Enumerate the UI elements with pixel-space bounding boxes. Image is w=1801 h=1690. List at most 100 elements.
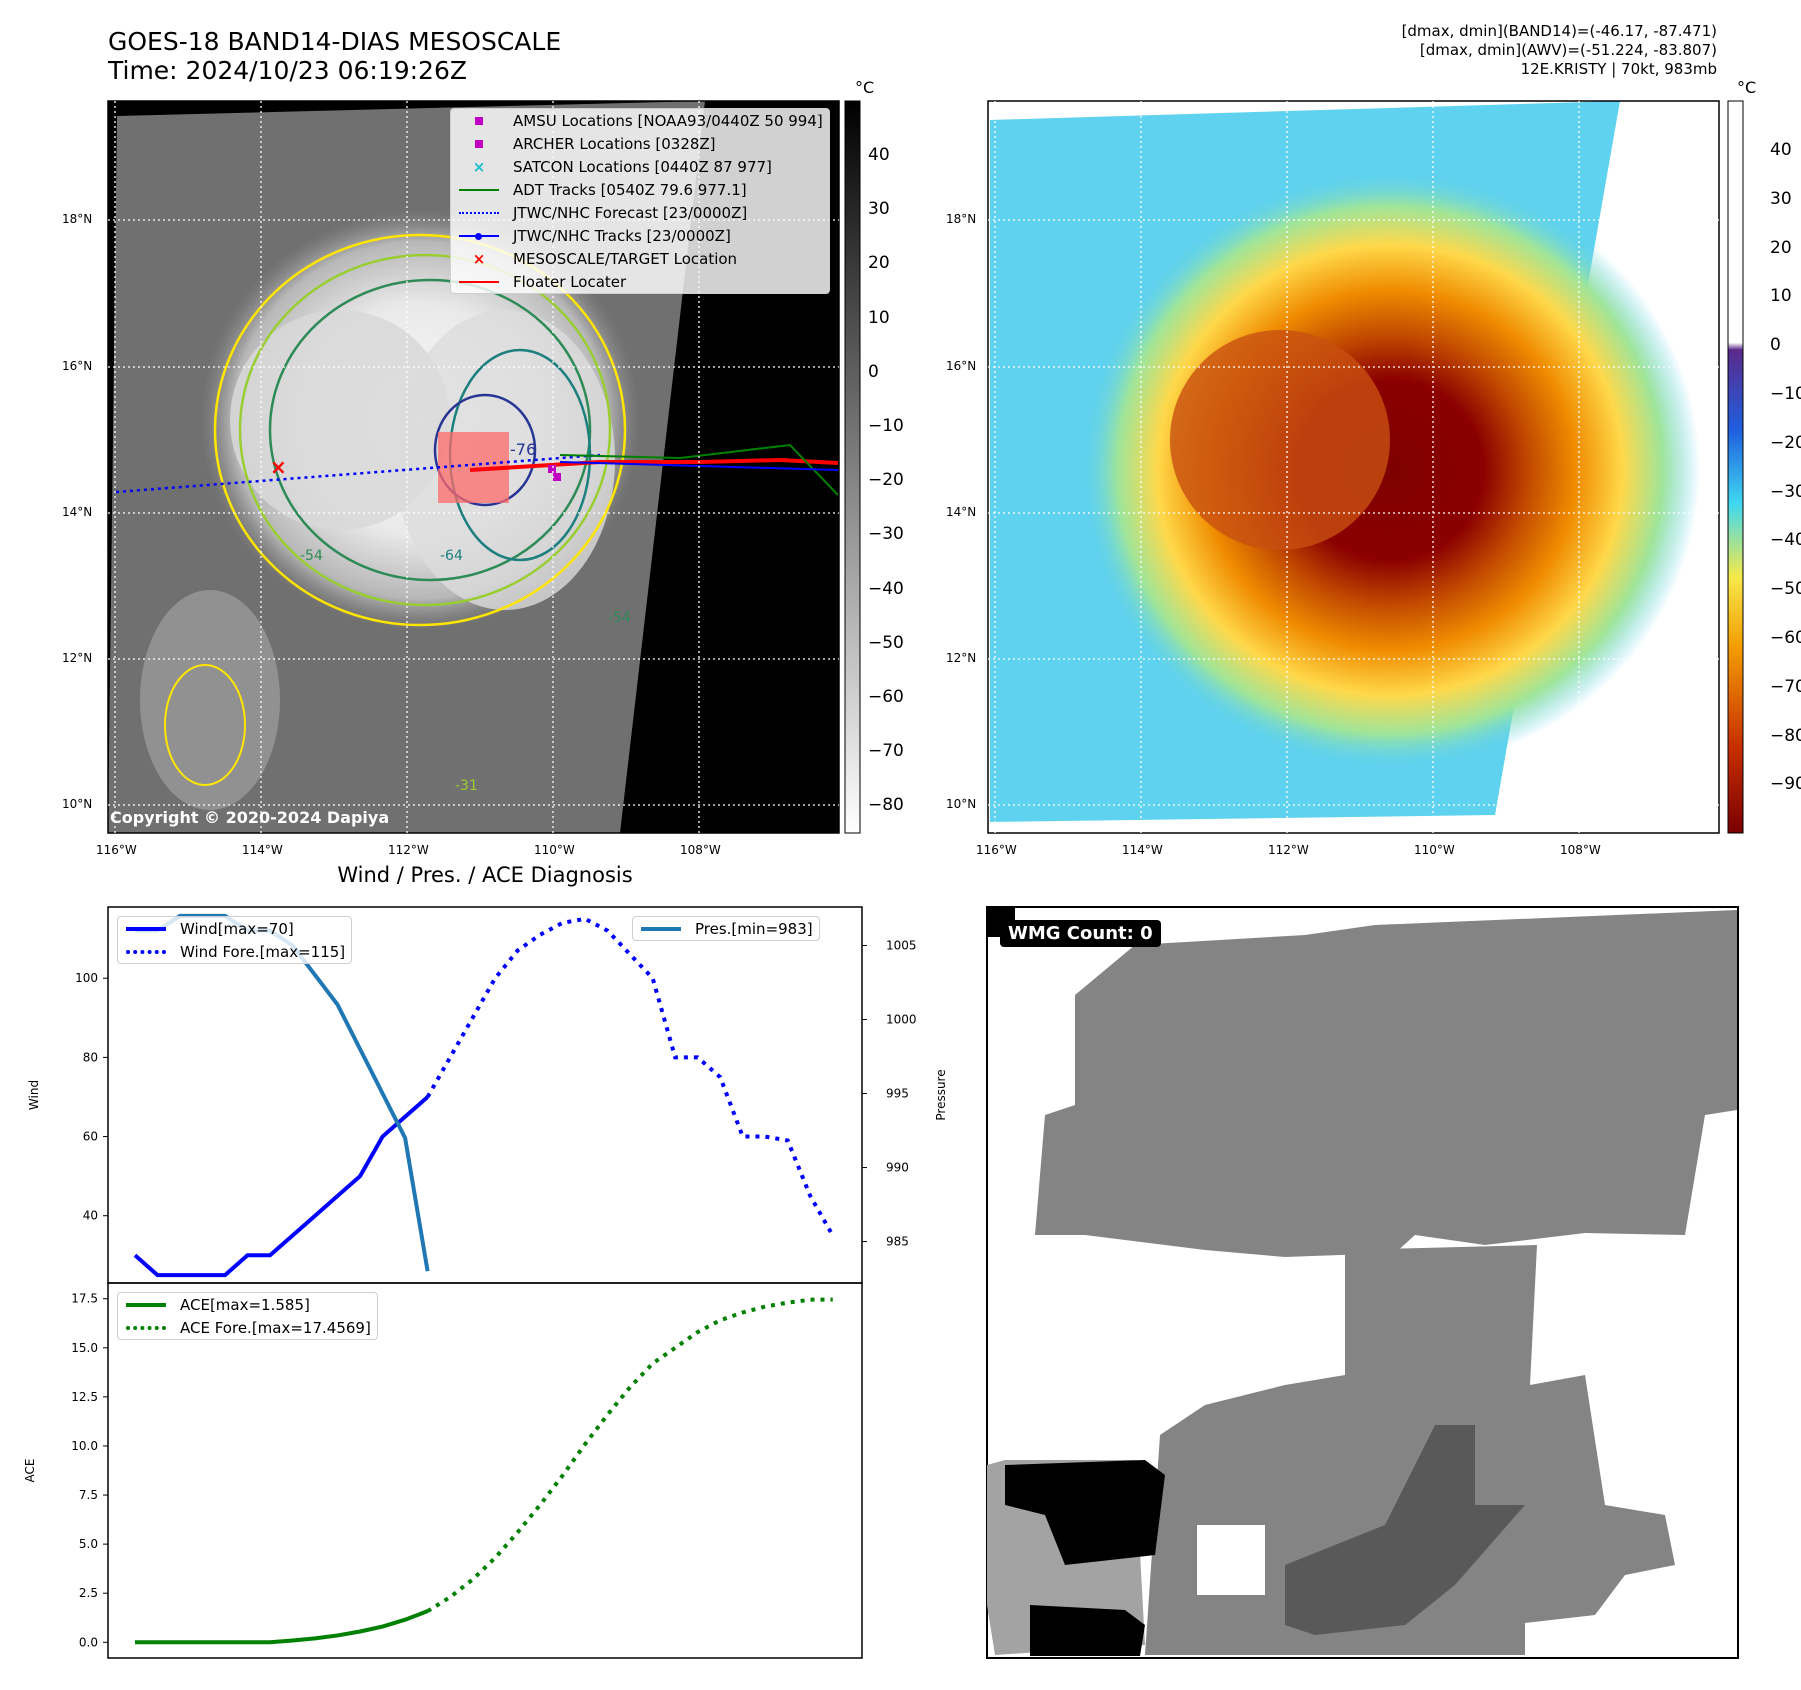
awv-cold-cloud-west — [1170, 330, 1390, 550]
legend-item-floater: Floater Locater — [451, 270, 829, 293]
ir-colorbar-tick: −10 — [868, 416, 904, 436]
wind-ytick: 80 — [83, 1050, 98, 1064]
awv-lat-tick-14: 14°N — [946, 505, 977, 519]
contour-label-54b: -54 — [608, 610, 631, 626]
legend-item-archer: ARCHER Locations [0328Z] — [451, 132, 829, 155]
info-line-storm: 12E.KRISTY | 70kt, 983mb — [1520, 60, 1717, 78]
legend-item-amsu: AMSU Locations [NOAA93/0440Z 50 994] — [451, 109, 829, 132]
wmg-panel — [986, 906, 1739, 1659]
wmg-count-label: WMG Count: 0 — [1000, 920, 1161, 947]
wmg-region-black-lower — [1030, 1605, 1145, 1656]
ir-colorbar-tick: −50 — [868, 632, 904, 653]
contour-label-31: -31 — [455, 778, 478, 794]
awv-gridlines — [988, 101, 1719, 833]
awv-colorbar-tick: −90 — [1770, 774, 1801, 795]
ir-lon-tick-110: 110°W — [534, 843, 575, 857]
ace-ytick: 5.0 — [79, 1537, 98, 1551]
legend-item-mesoscale: × MESOSCALE/TARGET Location — [472, 249, 738, 268]
ir-lon-tick-116: 116°W — [96, 843, 137, 857]
awv-colorbar-tick: −60 — [1770, 628, 1801, 648]
wind-forecast-line — [425, 916, 835, 1237]
contour-green — [268, 278, 592, 582]
ir-colorbar-tick: −30 — [868, 524, 904, 545]
ace-ytick: 10.0 — [71, 1439, 98, 1453]
pressure-ytick: 985 — [886, 1235, 909, 1249]
ir-frame — [107, 100, 840, 834]
legend-item-tracks: JTWC/NHC Tracks [23/0000Z] — [451, 224, 829, 247]
wind-line — [133, 1095, 429, 1278]
contour-label-76: -76 — [510, 440, 537, 459]
awv-lat-tick-18: 18°N — [946, 212, 977, 226]
awv-lat-tick-10: 10°N — [946, 797, 977, 811]
awv-colorbar-tick: 40 — [1770, 140, 1792, 160]
info-line-band14: [dmax, dmin](BAND14)=(-46.17, -87.471) — [1401, 22, 1717, 40]
awv-colorbar-tick: −70 — [1770, 676, 1801, 697]
jtwc-track — [559, 461, 839, 471]
pressure-ytick: 995 — [886, 1087, 909, 1101]
awv-frame — [987, 100, 1720, 834]
legend-item-pressure: Pres.[min=983] — [633, 917, 819, 940]
outer-band-sw — [140, 590, 280, 810]
pressure-legend: Pres.[min=983] — [632, 916, 820, 941]
awv-lat-tick-16: 16°N — [946, 359, 977, 373]
diag-chart-title: Wind / Pres. / ACE Diagnosis — [337, 863, 633, 887]
legend-item-wind-forecast: Wind Fore.[max=115] — [118, 940, 351, 963]
ir-lat-tick-12: 12°N — [62, 651, 93, 665]
ace-ytick: 2.5 — [79, 1586, 98, 1600]
wmg-region-darker — [1285, 1425, 1525, 1635]
ace-ytick: 7.5 — [79, 1488, 98, 1502]
awv-colorbar-tick: −40 — [1770, 530, 1801, 551]
contour-darkblue — [433, 393, 537, 507]
ir-colorbar-tick: 10 — [868, 307, 890, 328]
ir-colorbar-tick: 40 — [868, 145, 890, 165]
ace-ytick: 0.0 — [79, 1635, 98, 1649]
wmg-hole — [1197, 1525, 1265, 1595]
ir-colorbar-tick: −70 — [868, 741, 904, 762]
ir-colorbar-tick: 20 — [868, 253, 890, 274]
awv-colorbar-tick: −20 — [1770, 432, 1801, 453]
wind-axis-label: Wind — [27, 1080, 41, 1110]
contour-label-54a: -54 — [300, 548, 323, 564]
contour-yellow — [213, 233, 627, 627]
awv-panel — [987, 100, 1744, 834]
ir-colorbar-tick: 0 — [868, 361, 879, 382]
ir-legend: AMSU Locations [NOAA93/0440Z 50 994] ARC… — [450, 108, 830, 294]
ir-lat-tick-10: 10°N — [62, 797, 93, 811]
contour-label-64: -64 — [440, 548, 463, 564]
ace-legend: ACE[max=1.585] ACE Fore.[max=17.4569] — [117, 1292, 378, 1340]
pressure-line — [135, 913, 430, 1272]
legend-item-wind: Wind[max=70] — [118, 917, 351, 940]
info-line-awv: [dmax, dmin](AWV)=(-51.224, -83.807) — [1419, 41, 1717, 59]
wind-legend: Wind[max=70] Wind Fore.[max=115] — [117, 916, 353, 964]
contour-outer-band — [164, 664, 246, 786]
wind-ytick: 60 — [83, 1130, 98, 1144]
ir-colorbar — [844, 100, 861, 834]
mesoscale-target-marker: × — [270, 455, 287, 479]
copyright-text: Copyright © 2020-2024 Dapiya — [110, 808, 390, 827]
wind-ytick: 40 — [83, 1209, 98, 1223]
awv-colorbar-tick: 30 — [1770, 188, 1792, 209]
awv-lon-tick-110: 110°W — [1414, 843, 1455, 857]
awv-colorbar-tick: 10 — [1770, 286, 1792, 307]
awv-colorbar-tick: −10 — [1770, 384, 1801, 404]
awv-colorbar-tick: −30 — [1770, 481, 1801, 502]
awv-lon-tick-114: 114°W — [1122, 843, 1163, 857]
awv-cyclone — [1080, 170, 1700, 770]
floater-track — [469, 457, 839, 472]
awv-colorbar — [1727, 100, 1744, 834]
legend-item-forecast: JTWC/NHC Forecast [23/0000Z] — [451, 201, 829, 224]
legend-item-adt: ADT Tracks [0540Z 79.6 977.1] — [451, 178, 829, 201]
ir-colorbar-tick: −40 — [868, 578, 904, 599]
ir-colorbar-unit: °C — [855, 78, 875, 97]
ir-lat-tick-18: 18°N — [62, 212, 93, 226]
wmg-region-black-upper — [1005, 1460, 1165, 1565]
ace-axes-frame — [107, 1282, 863, 1659]
legend-item-satcon: × SATCON Locations [0440Z 87 977] — [472, 157, 772, 176]
pressure-ytick: 1005 — [886, 938, 917, 952]
ir-lon-tick-112: 112°W — [388, 843, 429, 857]
ace-ytick: 12.5 — [71, 1390, 98, 1404]
awv-colorbar-unit: °C — [1737, 78, 1757, 97]
legend-item-ace: ACE[max=1.585] — [118, 1293, 377, 1316]
ir-colorbar-tick: −20 — [868, 470, 904, 491]
ace-ytick: 17.5 — [71, 1292, 98, 1306]
